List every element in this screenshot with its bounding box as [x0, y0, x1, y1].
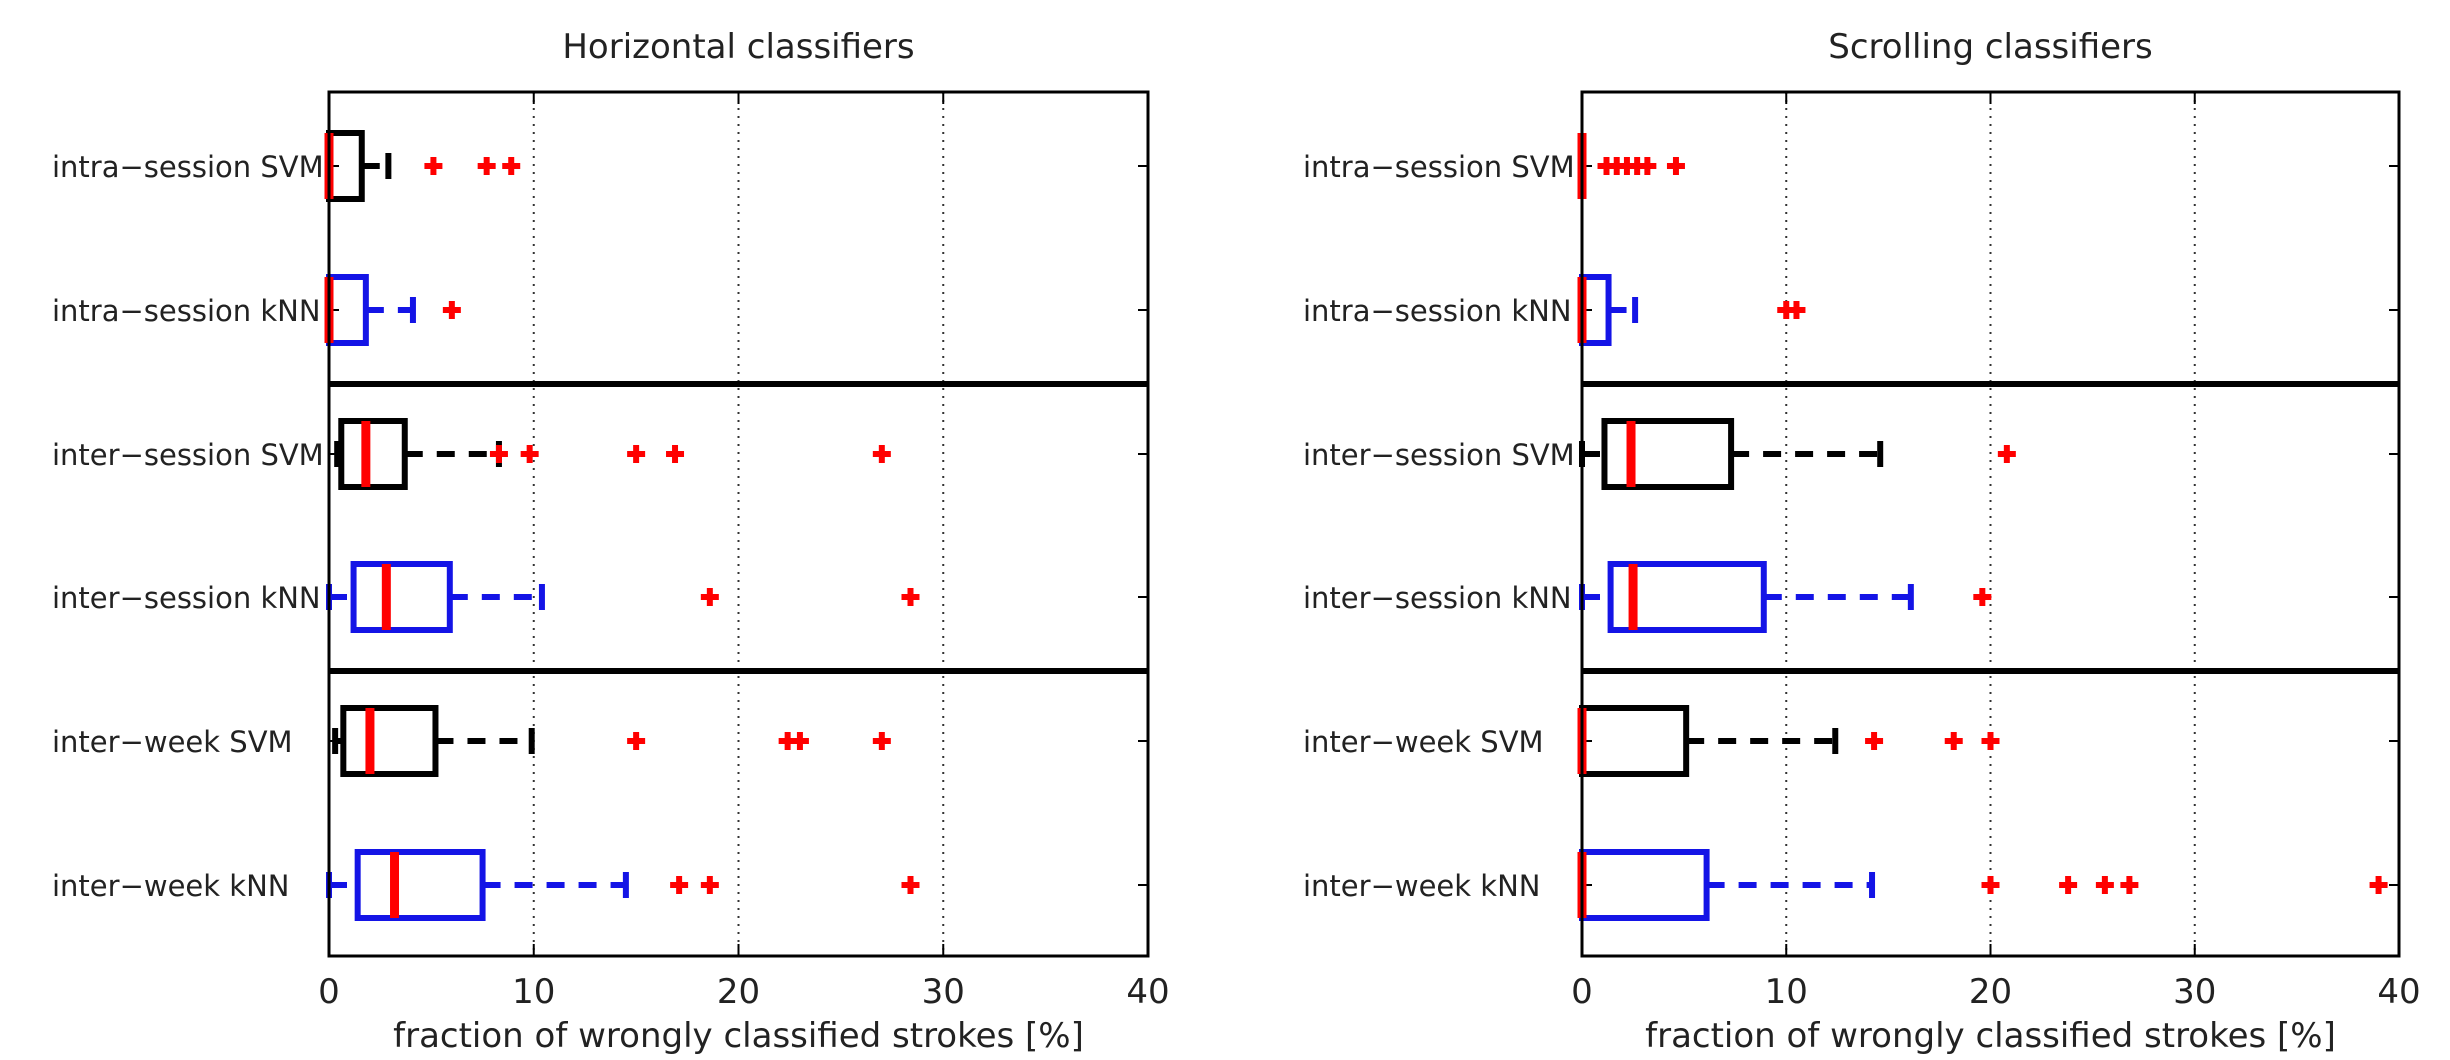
y-tick-label: inter−week SVM — [1303, 725, 1544, 759]
box-iqr — [338, 418, 408, 490]
outlier-marker — [790, 732, 809, 750]
outlier-marker — [1787, 301, 1806, 319]
outlier-marker — [489, 445, 508, 463]
y-tick-label: inter−session kNN — [1303, 581, 1572, 615]
box-iqr — [340, 705, 439, 777]
box-svm-4: inter−week SVM — [52, 705, 1148, 777]
x-tick-label: 0 — [1571, 972, 1593, 1012]
x-tick-label: 40 — [2377, 972, 2420, 1012]
outlier-marker — [700, 876, 719, 894]
box-knn-1: intra−session kNN — [52, 274, 1148, 346]
box-iqr — [1579, 705, 1690, 777]
y-tick-label: inter−session kNN — [52, 581, 321, 615]
box-knn-1: intra−session kNN — [1303, 274, 2399, 346]
outlier-marker — [1865, 732, 1884, 750]
plot-frame — [1580, 90, 2401, 958]
outlier-marker — [700, 588, 719, 606]
x-tick-label: 20 — [717, 972, 760, 1012]
outlier-marker — [1666, 157, 1685, 175]
x-axis-label: fraction of wrongly classified strokes [… — [1645, 1016, 2336, 1056]
box-knn-5: inter−week kNN — [1303, 849, 2399, 921]
outlier-marker — [424, 157, 443, 175]
x-tick-label: 20 — [1969, 972, 2012, 1012]
y-tick-label: intra−session SVM — [52, 150, 324, 184]
box-knn-5: inter−week kNN — [52, 849, 1148, 921]
y-tick-label: inter−week SVM — [52, 725, 293, 759]
x-tick-label: 0 — [318, 972, 340, 1012]
y-tick-label: inter−week kNN — [1303, 869, 1540, 903]
outlier-marker — [2095, 876, 2114, 894]
y-tick-label: inter−week kNN — [52, 869, 289, 903]
box-iqr — [1579, 849, 1710, 921]
outlier-marker — [2369, 876, 2388, 894]
outlier-marker — [901, 876, 920, 894]
plot-frame — [327, 90, 1150, 958]
panel-horizontal-classifiers: Horizontal classifiers fraction of wrong… — [52, 27, 1170, 1056]
box-iqr — [1607, 561, 1767, 633]
outlier-marker — [502, 157, 521, 175]
box-knn-3: inter−session kNN — [52, 561, 1148, 633]
x-tick-label: 30 — [2173, 972, 2216, 1012]
outlier-marker — [627, 445, 646, 463]
outlier-marker — [1638, 157, 1657, 175]
x-tick-label: 10 — [512, 972, 555, 1012]
outlier-marker — [2059, 876, 2078, 894]
outlier-marker — [666, 445, 685, 463]
outlier-marker — [1981, 876, 2000, 894]
outlier-marker — [1973, 588, 1992, 606]
outlier-marker — [670, 876, 689, 894]
outlier-marker — [872, 732, 891, 750]
box-iqr — [354, 849, 486, 921]
y-tick-label: intra−session SVM — [1303, 150, 1575, 184]
outlier-marker — [520, 445, 539, 463]
outlier-marker — [627, 732, 646, 750]
y-tick-label: intra−session kNN — [1303, 294, 1572, 328]
x-axis-label: fraction of wrongly classified strokes [… — [393, 1016, 1084, 1056]
box-svm-2: inter−session SVM — [1303, 418, 2399, 490]
x-tick-label: 30 — [922, 972, 965, 1012]
outlier-marker — [477, 157, 496, 175]
x-tick-label: 40 — [1126, 972, 1169, 1012]
y-tick-label: intra−session kNN — [52, 294, 321, 328]
box-iqr — [350, 561, 453, 633]
outlier-marker — [442, 301, 461, 319]
box-knn-3: inter−session kNN — [1303, 561, 2399, 633]
box-svm-2: inter−session SVM — [52, 418, 1148, 490]
chart-title: Horizontal classifiers — [562, 27, 914, 67]
outlier-marker — [872, 445, 891, 463]
box-svm-4: inter−week SVM — [1303, 705, 2399, 777]
chart-title: Scrolling classifiers — [1828, 27, 2152, 67]
outlier-marker — [1944, 732, 1963, 750]
x-tick-label: 10 — [1765, 972, 1808, 1012]
box-svm-0: intra−session SVM — [52, 130, 1148, 202]
outlier-marker — [1981, 732, 2000, 750]
box-svm-0: intra−session SVM — [1303, 133, 2399, 199]
outlier-marker — [1997, 445, 2016, 463]
y-tick-label: inter−session SVM — [1303, 438, 1575, 472]
panel-scrolling-classifiers: Scrolling classifiers fraction of wrongl… — [1303, 27, 2421, 1056]
y-tick-label: inter−session SVM — [52, 438, 324, 472]
outlier-marker — [901, 588, 920, 606]
box-iqr — [1601, 418, 1735, 490]
outlier-marker — [2120, 876, 2139, 894]
